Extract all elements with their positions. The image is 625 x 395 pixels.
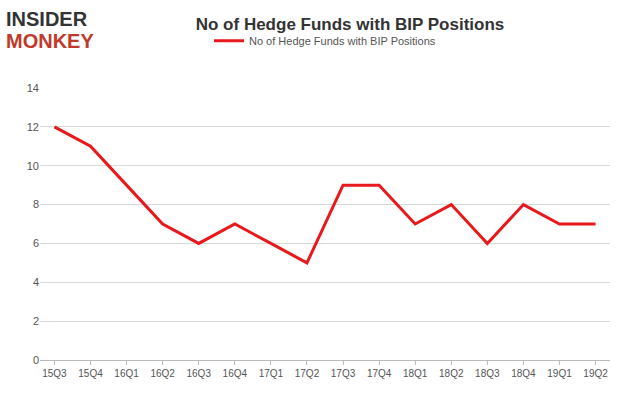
- svg-text:18Q1: 18Q1: [403, 368, 428, 379]
- svg-text:10: 10: [27, 160, 39, 172]
- svg-text:18Q3: 18Q3: [475, 368, 500, 379]
- svg-text:19Q2: 19Q2: [583, 368, 608, 379]
- svg-text:4: 4: [33, 276, 39, 288]
- svg-text:17Q3: 17Q3: [331, 368, 356, 379]
- svg-text:16Q4: 16Q4: [223, 368, 248, 379]
- svg-text:2: 2: [33, 315, 39, 327]
- svg-text:14: 14: [27, 82, 39, 94]
- svg-text:17Q2: 17Q2: [295, 368, 320, 379]
- svg-text:16Q3: 16Q3: [186, 368, 211, 379]
- svg-text:MONKEY: MONKEY: [6, 30, 94, 52]
- svg-text:15Q4: 15Q4: [78, 368, 103, 379]
- svg-text:15Q3: 15Q3: [42, 368, 67, 379]
- svg-text:INSIDER: INSIDER: [6, 8, 88, 30]
- svg-text:No of Hedge Funds with BIP Pos: No of Hedge Funds with BIP Positions: [196, 15, 505, 34]
- svg-text:19Q1: 19Q1: [547, 368, 572, 379]
- svg-text:6: 6: [33, 237, 39, 249]
- svg-text:17Q4: 17Q4: [367, 368, 392, 379]
- svg-text:17Q1: 17Q1: [259, 368, 284, 379]
- svg-text:8: 8: [33, 198, 39, 210]
- svg-text:18Q4: 18Q4: [511, 368, 536, 379]
- svg-text:16Q2: 16Q2: [150, 368, 175, 379]
- svg-text:No of Hedge Funds with BIP Pos: No of Hedge Funds with BIP Positions: [249, 35, 436, 47]
- svg-text:18Q2: 18Q2: [439, 368, 464, 379]
- svg-text:16Q1: 16Q1: [114, 368, 139, 379]
- svg-text:0: 0: [33, 354, 39, 366]
- svg-text:12: 12: [27, 121, 39, 133]
